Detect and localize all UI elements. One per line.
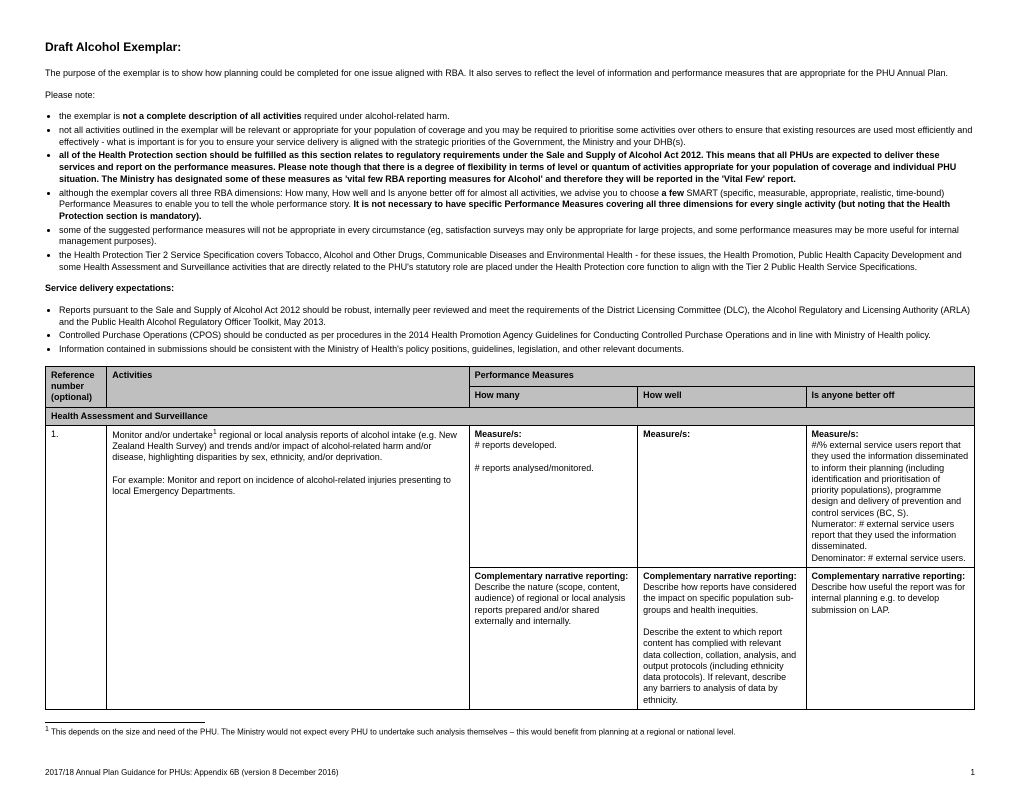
list-item: all of the Health Protection section sho…: [59, 150, 975, 185]
sde-list: Reports pursuant to the Sale and Supply …: [45, 305, 975, 356]
page-footer: 2017/18 Annual Plan Guidance for PHUs: A…: [45, 768, 975, 777]
col-header-activities: Activities: [107, 366, 469, 407]
list-item: although the exemplar covers all three R…: [59, 188, 975, 223]
betteroff-cell: Measure/s: #/% external service users re…: [806, 425, 974, 567]
notes-list: the exemplar is not a complete descripti…: [45, 111, 975, 273]
howwell-cell: Measure/s:: [638, 425, 806, 567]
exemplar-table: Reference number (optional) Activities P…: [45, 366, 975, 710]
footer-page-number: 1: [971, 768, 975, 777]
col-header-pm: Performance Measures: [469, 366, 974, 386]
ref-cell: 1.: [46, 425, 107, 709]
footnote-rule: [45, 722, 205, 723]
howmany-narrative-cell: Complementary narrative reporting: Descr…: [469, 567, 637, 709]
footer-left: 2017/18 Annual Plan Guidance for PHUs: A…: [45, 768, 339, 777]
intro-paragraph: The purpose of the exemplar is to show h…: [45, 68, 975, 80]
list-item: Reports pursuant to the Sale and Supply …: [59, 305, 975, 328]
col-header-betteroff: Is anyone better off: [806, 387, 974, 407]
howmany-cell: Measure/s: # reports developed. # report…: [469, 425, 637, 567]
list-item: not all activities outlined in the exemp…: [59, 125, 975, 148]
sde-heading: Service delivery expectations:: [45, 283, 975, 295]
list-item: Controlled Purchase Operations (CPOS) sh…: [59, 330, 975, 342]
page-title: Draft Alcohol Exemplar:: [45, 40, 975, 54]
list-item: the exemplar is not a complete descripti…: [59, 111, 975, 123]
col-header-howmany: How many: [469, 387, 637, 407]
list-item: some of the suggested performance measur…: [59, 225, 975, 248]
footnote: 1 This depends on the size and need of t…: [45, 725, 975, 738]
activities-cell: Monitor and/or undertake1 regional or lo…: [107, 425, 469, 709]
howwell-narrative-cell: Complementary narrative reporting: Descr…: [638, 567, 806, 709]
col-header-howwell: How well: [638, 387, 806, 407]
betteroff-narrative-cell: Complementary narrative reporting: Descr…: [806, 567, 974, 709]
list-item: Information contained in submissions sho…: [59, 344, 975, 356]
list-item: the Health Protection Tier 2 Service Spe…: [59, 250, 975, 273]
col-header-ref: Reference number (optional): [46, 366, 107, 407]
section-header: Health Assessment and Surveillance: [46, 407, 975, 425]
please-note-label: Please note:: [45, 90, 975, 102]
